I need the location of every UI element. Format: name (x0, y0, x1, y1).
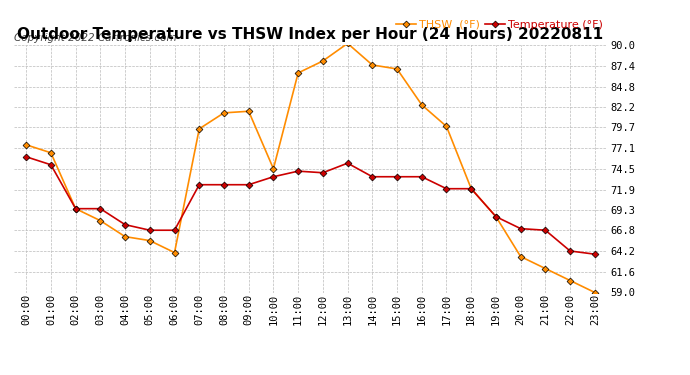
THSW  (°F) (517, 254, 525, 259)
Temperature (°F) (269, 174, 277, 179)
Temperature (°F) (244, 183, 253, 187)
Temperature (°F) (195, 183, 204, 187)
Temperature (°F) (442, 186, 451, 191)
Temperature (°F) (96, 206, 104, 211)
THSW  (°F) (121, 234, 129, 239)
Temperature (°F) (22, 154, 30, 159)
THSW  (°F) (220, 111, 228, 115)
Temperature (°F) (541, 228, 549, 232)
Temperature (°F) (72, 206, 80, 211)
THSW  (°F) (244, 109, 253, 114)
Text: Copyright 2022 Cartronics.com: Copyright 2022 Cartronics.com (14, 33, 177, 42)
Temperature (°F) (467, 186, 475, 191)
Temperature (°F) (294, 169, 302, 173)
THSW  (°F) (72, 206, 80, 211)
Temperature (°F) (417, 174, 426, 179)
Title: Outdoor Temperature vs THSW Index per Hour (24 Hours) 20220811: Outdoor Temperature vs THSW Index per Ho… (17, 27, 604, 42)
THSW  (°F) (269, 166, 277, 171)
Temperature (°F) (517, 226, 525, 231)
Line: Temperature (°F): Temperature (°F) (23, 154, 598, 256)
Temperature (°F) (121, 222, 129, 227)
THSW  (°F) (22, 142, 30, 147)
THSW  (°F) (541, 266, 549, 271)
Line: THSW  (°F): THSW (°F) (23, 41, 598, 295)
THSW  (°F) (417, 103, 426, 107)
Temperature (°F) (591, 252, 599, 257)
Temperature (°F) (170, 228, 179, 232)
THSW  (°F) (442, 124, 451, 129)
THSW  (°F) (294, 71, 302, 75)
THSW  (°F) (96, 218, 104, 223)
THSW  (°F) (344, 41, 352, 46)
THSW  (°F) (146, 238, 154, 243)
Temperature (°F) (319, 171, 327, 175)
THSW  (°F) (492, 214, 500, 219)
Temperature (°F) (566, 249, 574, 253)
Temperature (°F) (344, 161, 352, 165)
THSW  (°F) (591, 290, 599, 295)
Temperature (°F) (47, 162, 55, 167)
THSW  (°F) (467, 186, 475, 191)
Temperature (°F) (220, 183, 228, 187)
Temperature (°F) (146, 228, 154, 232)
THSW  (°F) (195, 127, 204, 131)
Temperature (°F) (492, 214, 500, 219)
THSW  (°F) (319, 59, 327, 63)
THSW  (°F) (393, 67, 401, 71)
THSW  (°F) (47, 150, 55, 155)
THSW  (°F) (368, 63, 377, 67)
Temperature (°F) (393, 174, 401, 179)
THSW  (°F) (170, 251, 179, 255)
Temperature (°F) (368, 174, 377, 179)
THSW  (°F) (566, 278, 574, 283)
Legend: THSW  (°F), Temperature (°F): THSW (°F), Temperature (°F) (391, 15, 607, 34)
